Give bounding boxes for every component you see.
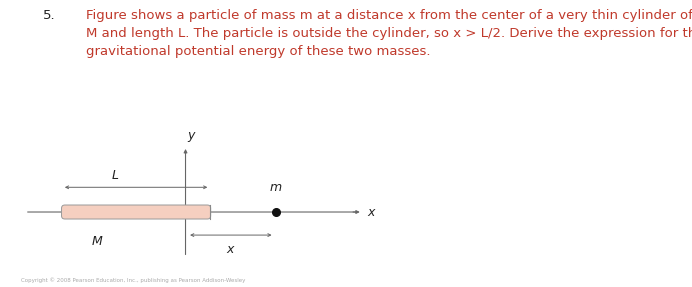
Text: $x$: $x$ [367, 205, 376, 218]
Text: $x$: $x$ [226, 243, 236, 256]
Text: Copyright © 2008 Pearson Education, Inc., publishing as Pearson Addison-Wesley: Copyright © 2008 Pearson Education, Inc.… [21, 277, 245, 283]
Text: $M$: $M$ [91, 235, 103, 248]
Text: Figure shows a particle of mass m at a distance x from the center of a very thin: Figure shows a particle of mass m at a d… [86, 9, 692, 58]
Text: $L$: $L$ [111, 169, 120, 182]
FancyBboxPatch shape [62, 205, 210, 219]
Text: $m$: $m$ [269, 181, 283, 194]
Text: 5.: 5. [43, 9, 55, 22]
Text: $y$: $y$ [187, 130, 197, 144]
